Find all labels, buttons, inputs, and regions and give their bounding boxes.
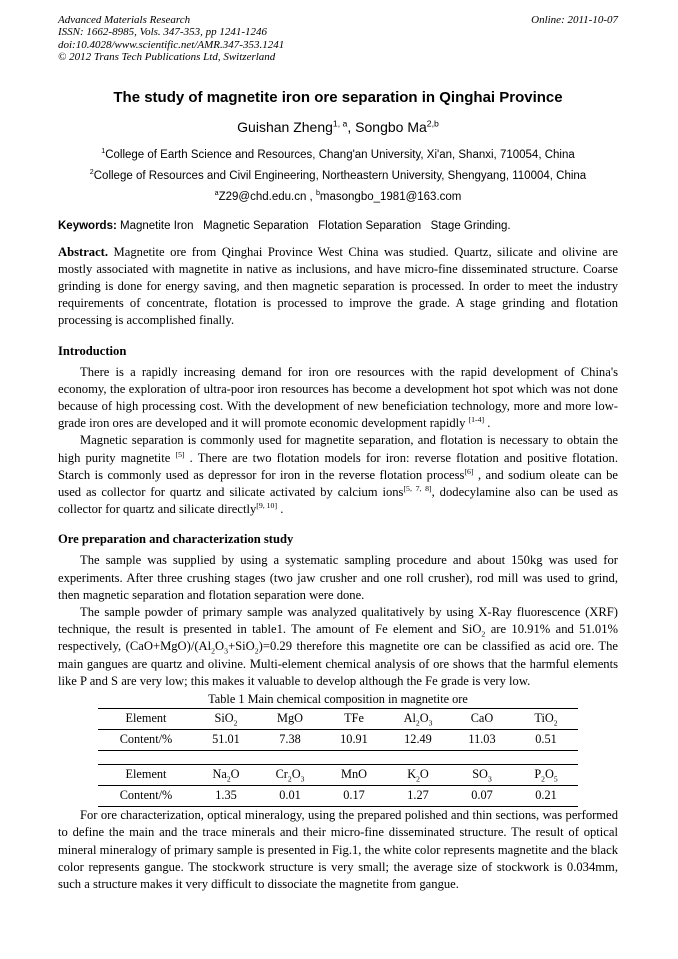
affiliation-1: 1College of Earth Science and Resources,…: [101, 146, 575, 161]
table-cell: K2O: [386, 764, 450, 787]
issn-line: ISSN: 1662-8985, Vols. 347-353, pp 1241-…: [58, 26, 267, 39]
chem-table-block-1: Element SiO2 MgO TFe Al2O3 CaO TiO2 Content/% 51…: [98, 708, 578, 752]
copyright-line: © 2012 Trans Tech Publications Ltd, Swit…: [58, 51, 276, 64]
table-cell: TFe: [322, 708, 386, 731]
table-cell: 0.21: [535, 788, 557, 803]
table-cell: Na2O: [194, 764, 258, 787]
table-cell: MgO: [258, 708, 322, 731]
table-cell: SiO2: [194, 708, 258, 731]
journal-name: Advanced Materials Research: [58, 14, 191, 26]
table-cell: 0.17: [343, 788, 365, 803]
table-row: Content/% 51.01 7.38 10.91 12.49 11.03 0.51: [98, 730, 578, 751]
table-cell: 1.35: [215, 788, 237, 803]
table-cell: 12.49: [404, 732, 432, 747]
section-heading-introduction: Introduction: [58, 343, 127, 358]
journal-header-row: Advanced Materials Research Online: 2011…: [58, 14, 618, 26]
table-cell: 0.51: [535, 732, 557, 747]
doi-line: doi:10.4028/www.scientific.net/AMR.347-3…: [58, 38, 285, 51]
table-row: Element Na2O Cr2O3 MnO K2O SO3 P2O5: [98, 764, 578, 787]
emails-line: aZ29@chd.edu.cn , bmasongbo_1981@163.com: [214, 188, 462, 203]
table-cell: MnO: [322, 764, 386, 787]
table-cell: 11.03: [468, 732, 496, 747]
row-header-cell: Content/%: [119, 732, 173, 747]
table-1: Element SiO2 MgO TFe Al2O3 CaO TiO2 Content/% 51…: [58, 708, 618, 808]
table-cell: 10.91: [340, 732, 368, 747]
abstract-label: Abstract.: [58, 244, 109, 259]
ore-paragraph-3: For ore characterization, optical minera…: [58, 808, 618, 891]
ore-paragraph-2: The sample powder of primary sample was …: [58, 605, 618, 688]
table-cell: CaO: [450, 708, 514, 731]
keywords-label: Keywords:: [58, 219, 117, 232]
table-cell: P2O5: [514, 764, 578, 787]
keywords-line: Keywords: Magnetite Iron Magnetic Separa…: [58, 220, 618, 232]
table-row: Content/% 1.35 0.01 0.17 1.27 0.07 0.21: [98, 786, 578, 807]
table-cell: 7.38: [279, 732, 301, 747]
row-header-cell: Element: [98, 708, 194, 731]
table-1-caption: Table 1 Main chemical composition in mag…: [208, 692, 468, 707]
abstract: Abstract. Magnetite ore from Qinghai Pro…: [58, 244, 618, 330]
affiliation-2: 2College of Resources and Civil Engineer…: [89, 167, 587, 182]
row-header-cell: Element: [98, 764, 194, 787]
section-heading-ore-preparation: Ore preparation and characterization stu…: [58, 532, 294, 547]
online-date: Online: 2011-10-07: [531, 14, 618, 26]
table-cell: 0.01: [279, 788, 301, 803]
journal-header: Advanced Materials Research Online: 2011…: [58, 14, 618, 64]
table-cell: SO3: [450, 764, 514, 787]
table-cell: 0.07: [471, 788, 493, 803]
table-cell: 51.01: [212, 732, 240, 747]
table-cell: Cr2O3: [258, 764, 322, 787]
table-cell: Al2O3: [386, 708, 450, 731]
abstract-text: Magnetite ore from Qinghai Province West…: [58, 244, 618, 328]
table-row: Element SiO2 MgO TFe Al2O3 CaO TiO2: [98, 708, 578, 731]
keywords-text: Magnetite Iron Magnetic Separation Flota…: [116, 219, 511, 232]
chem-table-block-2: Element Na2O Cr2O3 MnO K2O SO3 P2O5 Content/% 1.…: [98, 764, 578, 808]
table-cell: 1.27: [407, 788, 429, 803]
authors-line: Guishan Zheng1, a, Songbo Ma2,b: [237, 117, 439, 135]
paper-title: The study of magnetite iron ore separati…: [113, 88, 563, 106]
table-cell: TiO2: [514, 708, 578, 731]
ore-paragraph-1: The sample was supplied by using a syste…: [58, 553, 618, 602]
introduction-paragraph-2: Magnetic separation is commonly used for…: [58, 433, 619, 517]
introduction-paragraph-1: There is a rapidly increasing demand for…: [58, 364, 618, 431]
row-header-cell: Content/%: [119, 788, 173, 803]
